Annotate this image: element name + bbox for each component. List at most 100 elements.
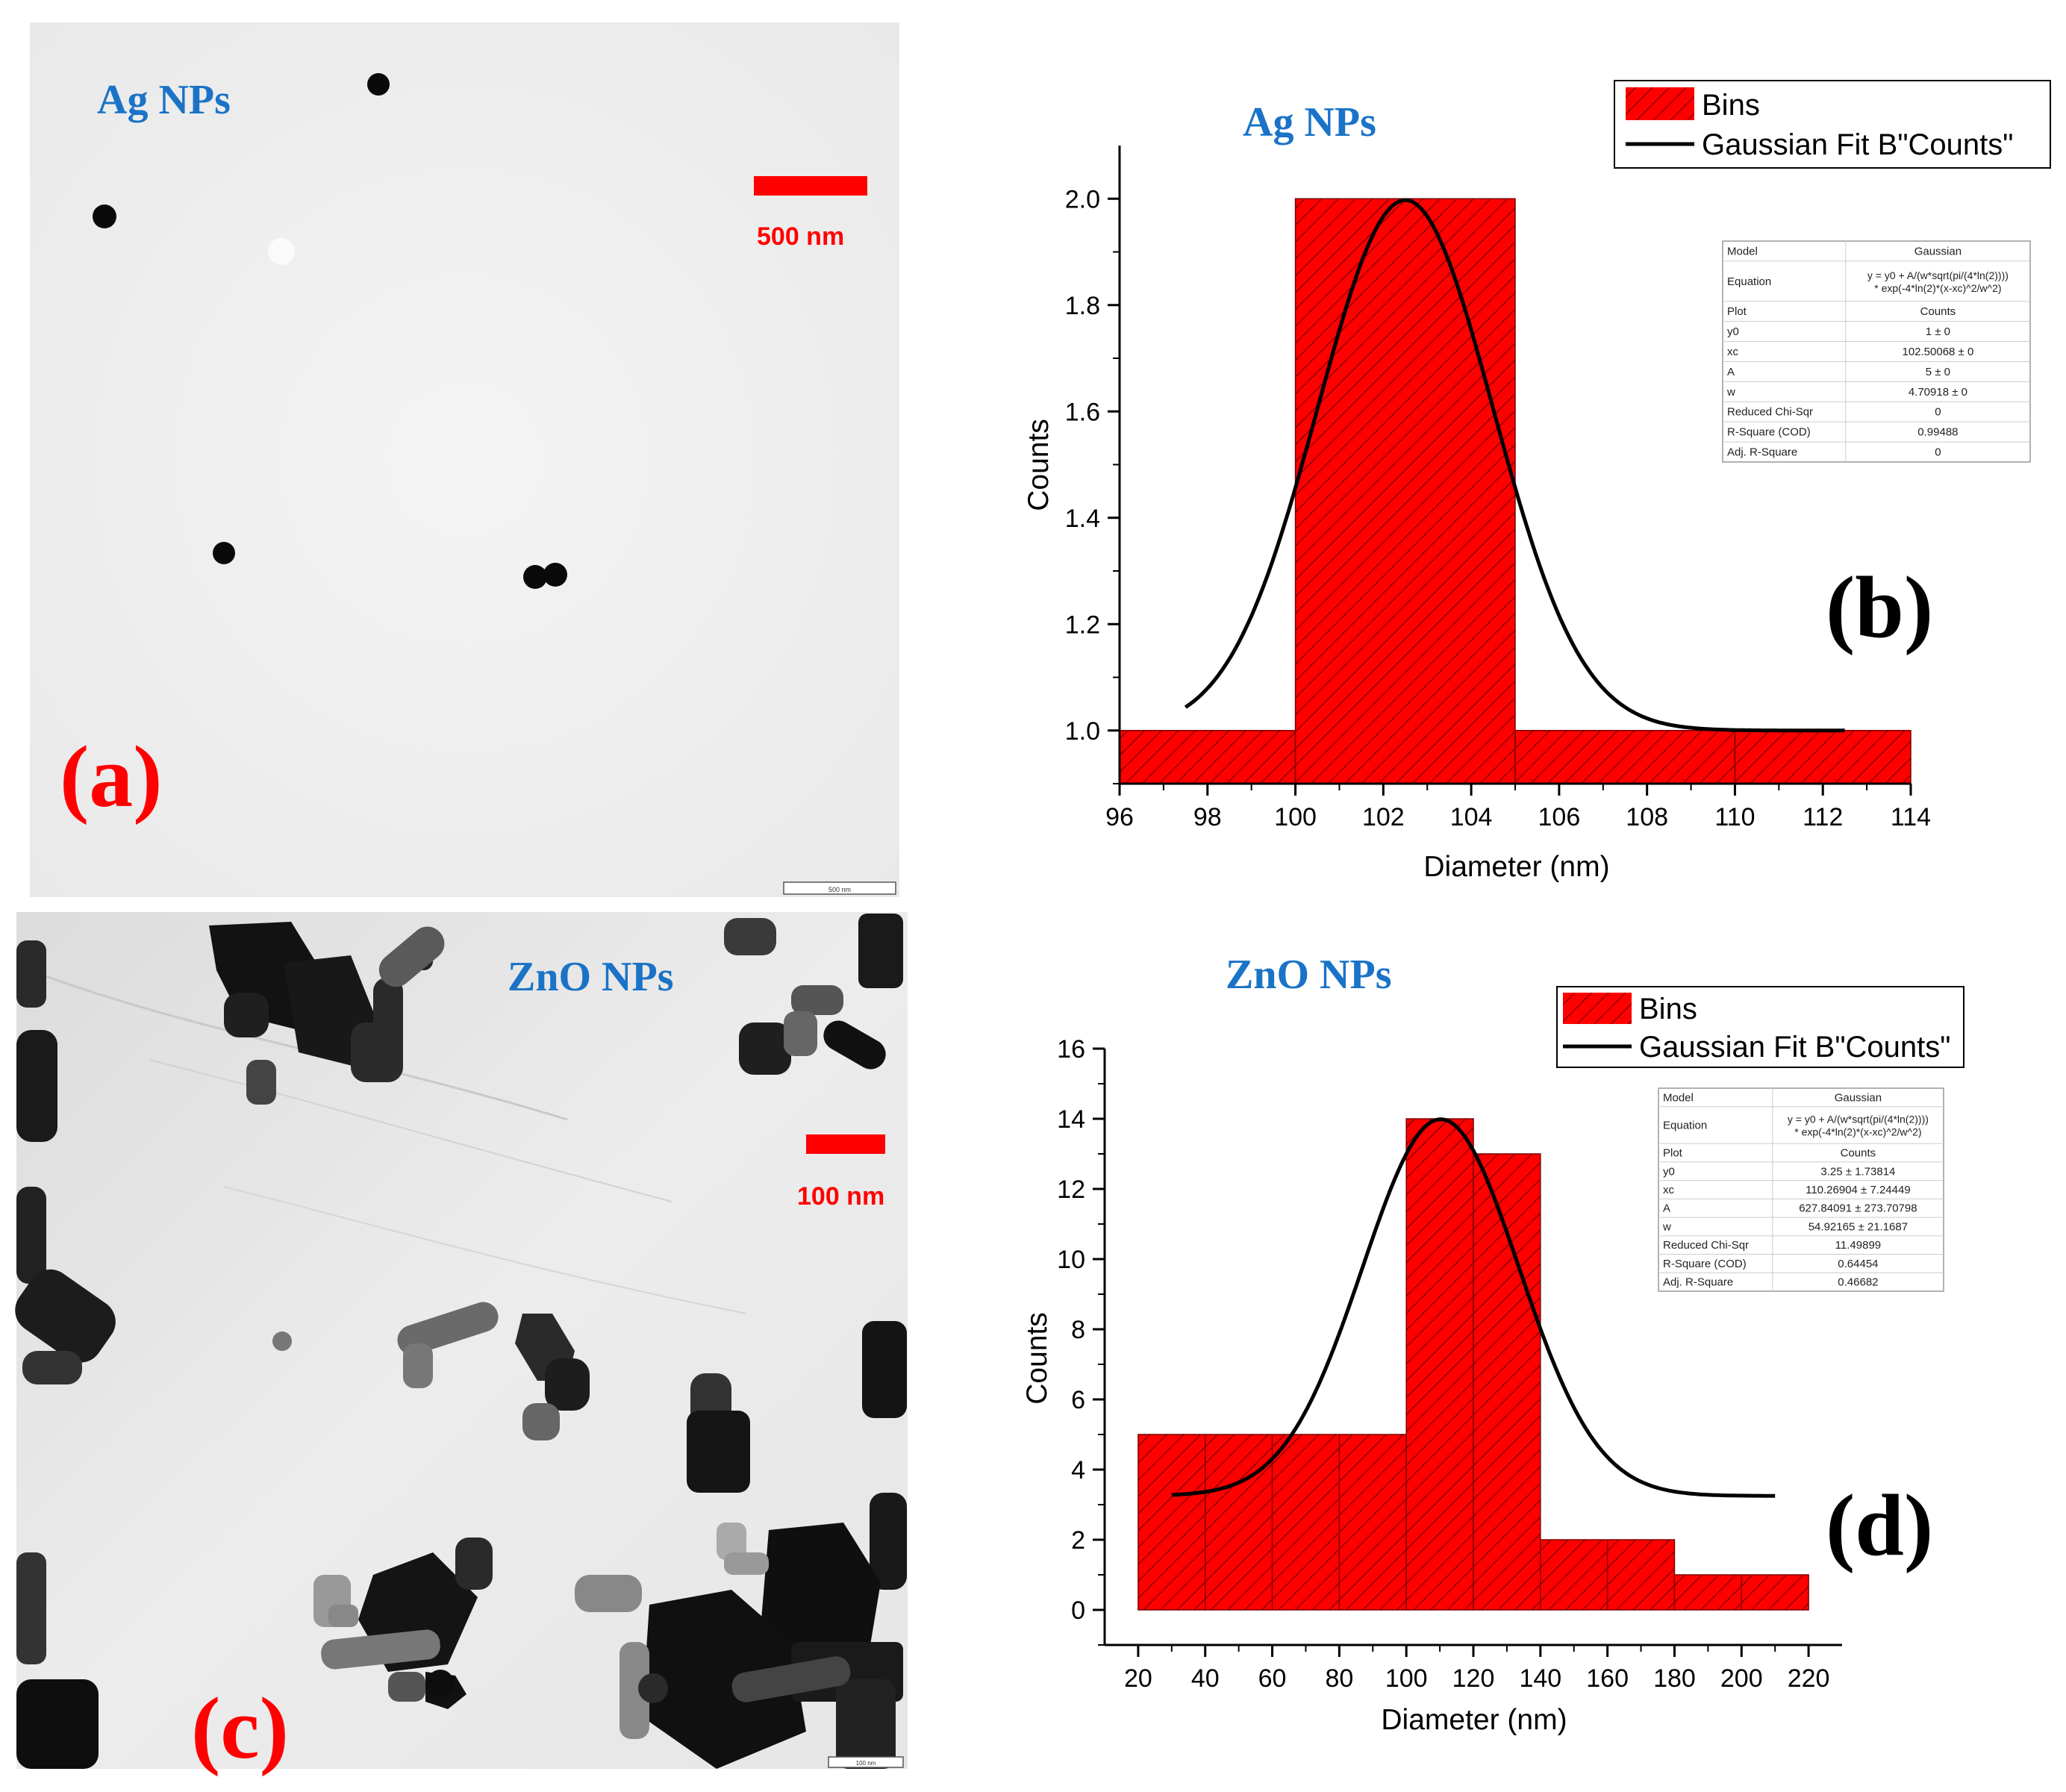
x-tick-label: 108 (1626, 803, 1668, 831)
y-tick-label: 1.0 (1065, 717, 1100, 746)
fit-table-key: A (1663, 1202, 1670, 1215)
scale-bar-a (754, 176, 867, 196)
fit-table-key: Adj. R-Square (1663, 1276, 1733, 1289)
fit-table-value: Gaussian (1914, 245, 1962, 257)
particle-cluster (575, 1523, 903, 1769)
y-tick-label: 2.0 (1065, 185, 1100, 213)
y-tick-label: 6 (1071, 1386, 1085, 1414)
x-tick-label: 160 (1586, 1664, 1629, 1693)
fit-table-key: y0 (1727, 325, 1739, 338)
fit-table-value: Gaussian (1835, 1091, 1882, 1104)
legend-swatch-bins (1563, 993, 1632, 1024)
fit-table-value: 0 (1935, 446, 1941, 459)
fit-table-value: 627.84091 ± 273.70798 (1799, 1202, 1917, 1215)
particle-cluster (724, 914, 903, 1075)
y-tick-label: 10 (1057, 1246, 1085, 1274)
fit-table-key: R-Square (COD) (1727, 426, 1811, 439)
rod-particle (378, 926, 445, 987)
fit-table-key: Equation (1663, 1119, 1707, 1131)
fit-table-value: y = y0 + A/(w*sqrt(pi/(4*ln(2)))) (1788, 1113, 1929, 1125)
scale-label-c: 100 nm (797, 1182, 884, 1211)
tem-background-a (30, 22, 899, 897)
y-tick-label: 12 (1057, 1176, 1085, 1204)
x-tick-label: 110 (1714, 803, 1755, 831)
y-tick-label: 1.2 (1065, 611, 1100, 639)
particle-cluster (313, 1537, 493, 1709)
legend-swatch-bins (1626, 87, 1694, 120)
x-tick-label: 120 (1452, 1664, 1495, 1693)
fit-table-key: R-Square (COD) (1663, 1258, 1747, 1270)
chart-b-axes: 96 98 100 102 104 106 108 110 112 114 1.0 1.2 1.4 1.6… (1065, 146, 1931, 831)
y-tick-label: 14 (1057, 1105, 1085, 1134)
chart-b-np-title: Ag NPs (1243, 99, 1376, 146)
histogram-bar (1514, 730, 1736, 784)
chart-b-fit-curve (1184, 198, 1845, 733)
fit-table-key: Reduced Chi-Sqr (1663, 1239, 1749, 1252)
fit-table-value: 0.99488 (1917, 426, 1958, 439)
histogram-bar (1734, 730, 1911, 784)
fit-table-key: Plot (1727, 305, 1747, 318)
particle-cluster (687, 1321, 907, 1590)
y-tick-label: 16 (1057, 1035, 1085, 1064)
x-tick-label: 104 (1450, 803, 1493, 831)
panel-letter-d: (d) (1826, 1476, 1933, 1574)
chart-b: Ag NPs 96 98 100 102 104 106 108 110 112 114 1.0 1.… (1023, 80, 2051, 883)
chart-d-fit-table: Model Gaussian Equation y = y0 + A/(w*sqrt(… (1658, 1087, 1944, 1292)
x-tick-label: 106 (1538, 803, 1581, 831)
y-tick-label: 2 (1071, 1526, 1085, 1555)
chart-d-bars (1137, 1118, 1809, 1611)
fit-table-value: * exp(-4*ln(2)*(x-xc)^2/w^2) (1874, 282, 2001, 294)
micro-scale-box-c (828, 1756, 904, 1768)
fit-table-value: 0.64454 (1838, 1258, 1878, 1270)
film-wrinkle (223, 1186, 747, 1314)
y-tick-label: 8 (1071, 1316, 1085, 1344)
fit-table-key: Equation (1727, 275, 1771, 288)
histogram-bar (1405, 1118, 1474, 1611)
y-tick-label: 1.4 (1065, 505, 1100, 533)
nanoparticle (367, 73, 390, 96)
x-tick-label: 98 (1193, 803, 1222, 831)
nanoparticle (93, 205, 116, 228)
panel-letter-c: (c) (191, 1679, 289, 1777)
chart-d: ZnO NPs 20 40 60 80 100 120 140 160 180 200 220 0 2 4… (1021, 952, 1964, 1736)
fit-table-key: Model (1727, 245, 1758, 257)
fit-table-value: * exp(-4*ln(2)*(x-xc)^2/w^2) (1794, 1126, 1921, 1137)
fit-table-value: y = y0 + A/(w*sqrt(pi/(4*ln(2)))) (1867, 269, 2009, 281)
legend-label-bins: Bins (1702, 89, 1760, 122)
fit-table-key: Plot (1663, 1147, 1683, 1160)
x-tick-label: 96 (1105, 803, 1134, 831)
panel-c-tem-image: 100 nm ZnO NPs (c) 100 nm (15, 912, 908, 1777)
x-tick-label: 200 (1720, 1664, 1763, 1693)
nanoparticle (213, 542, 235, 564)
x-tick-label: 80 (1325, 1664, 1353, 1693)
legend-label-fit: Gaussian Fit B"Counts" (1702, 128, 2013, 161)
chart-d-xlabel: Diameter (nm) (1381, 1704, 1567, 1736)
y-tick-label: 4 (1071, 1456, 1085, 1485)
fit-table-value: 102.50068 ± 0 (1902, 346, 1973, 358)
y-tick-label: 1.8 (1065, 292, 1100, 320)
fit-table-value: Counts (1841, 1147, 1876, 1160)
x-tick-label: 60 (1258, 1664, 1287, 1693)
fit-table-value: 0 (1935, 406, 1941, 419)
chart-d-legend: Bins Gaussian Fit B"Counts" (1556, 986, 1964, 1068)
x-tick-label: 180 (1653, 1664, 1696, 1693)
x-tick-label: 220 (1788, 1664, 1830, 1693)
fit-table-key: xc (1663, 1184, 1675, 1196)
histogram-bar (1119, 730, 1296, 784)
film-wrinkle (149, 1059, 672, 1202)
scale-label-a: 500 nm (757, 222, 844, 251)
fit-table-key: w (1662, 1220, 1671, 1233)
x-tick-label: 112 (1803, 803, 1843, 831)
fit-table-key: Reduced Chi-Sqr (1727, 406, 1813, 419)
panel-letter-b: (b) (1826, 558, 1933, 656)
fit-table-key: Adj. R-Square (1727, 446, 1797, 459)
x-tick-label: 20 (1124, 1664, 1152, 1693)
panel-a-tem-image: 500 nm Ag NPs (a) 500 nm (30, 22, 899, 897)
chart-d-axes: 20 40 60 80 100 120 140 160 180 200 220 0 2 4 6 8 10 12 14… (1057, 1035, 1842, 1693)
panel-letter-a: (a) (60, 728, 163, 825)
fit-table-value: 1 ± 0 (1926, 325, 1950, 338)
fit-table-value: 4.70918 ± 0 (1909, 386, 1967, 399)
particle-cluster (16, 1552, 99, 1769)
fit-table-key: y0 (1663, 1165, 1675, 1178)
